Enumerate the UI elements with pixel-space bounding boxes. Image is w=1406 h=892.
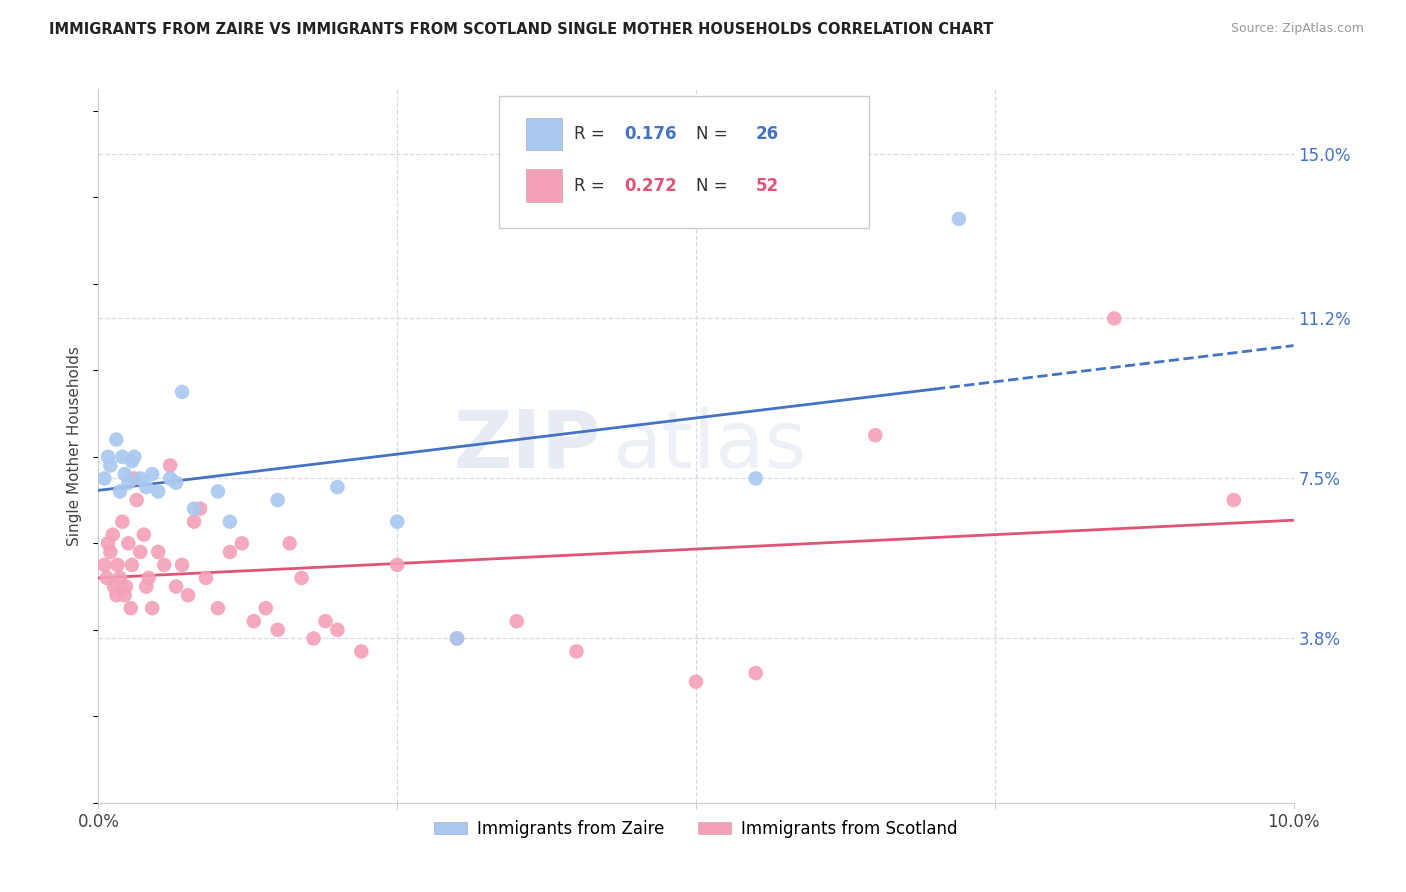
Point: [121, 454, 143, 468]
Point: [120, 601, 142, 615]
Point: [132, 527, 155, 541]
Point: [98, 545, 122, 559]
Text: atlas: atlas: [613, 407, 807, 485]
Point: [183, 515, 205, 529]
Point: [159, 458, 181, 473]
Point: [207, 484, 229, 499]
Point: [93, 471, 115, 485]
Point: [565, 644, 588, 658]
Point: [97, 536, 120, 550]
Point: [114, 588, 136, 602]
Point: [114, 467, 136, 482]
Point: [506, 614, 529, 628]
Point: [141, 467, 163, 482]
Point: [121, 558, 143, 572]
Bar: [526, 169, 562, 202]
Point: [350, 644, 373, 658]
Text: 26: 26: [756, 125, 779, 143]
Point: [177, 588, 200, 602]
Point: [278, 536, 301, 550]
Point: [267, 623, 290, 637]
Bar: [526, 118, 562, 150]
Text: IMMIGRANTS FROM ZAIRE VS IMMIGRANTS FROM SCOTLAND SINGLE MOTHER HOUSEHOLDS CORRE: IMMIGRANTS FROM ZAIRE VS IMMIGRANTS FROM…: [49, 22, 994, 37]
Point: [105, 588, 128, 602]
Point: [148, 484, 170, 499]
Point: [183, 501, 205, 516]
Text: 0.176: 0.176: [624, 125, 676, 143]
Point: [231, 536, 253, 550]
Point: [326, 480, 349, 494]
Point: [101, 527, 124, 541]
FancyBboxPatch shape: [499, 96, 869, 228]
Point: [219, 545, 242, 559]
Point: [385, 558, 409, 572]
Point: [125, 493, 148, 508]
Text: R =: R =: [574, 125, 610, 143]
Text: R =: R =: [574, 177, 610, 194]
Point: [108, 571, 131, 585]
Point: [254, 601, 277, 615]
Text: N =: N =: [696, 177, 733, 194]
Point: [165, 580, 187, 594]
Point: [153, 558, 176, 572]
Point: [108, 484, 131, 499]
Point: [117, 475, 139, 490]
Point: [98, 458, 122, 473]
Point: [96, 571, 118, 585]
Point: [172, 384, 194, 399]
Text: ZIP: ZIP: [453, 407, 600, 485]
Point: [385, 515, 409, 529]
Point: [129, 545, 152, 559]
Point: [124, 471, 146, 485]
Point: [195, 571, 218, 585]
Point: [267, 493, 290, 508]
Point: [315, 614, 337, 628]
Point: [865, 428, 887, 442]
Point: [243, 614, 266, 628]
Point: [1223, 493, 1246, 508]
Point: [948, 211, 970, 226]
Point: [1104, 311, 1126, 326]
Text: 52: 52: [756, 177, 779, 194]
Legend: Immigrants from Zaire, Immigrants from Scotland: Immigrants from Zaire, Immigrants from S…: [427, 814, 965, 845]
Point: [291, 571, 314, 585]
Point: [159, 471, 181, 485]
Point: [105, 433, 128, 447]
Point: [188, 501, 211, 516]
Point: [745, 666, 768, 681]
Point: [135, 480, 157, 494]
Text: N =: N =: [696, 125, 733, 143]
Point: [745, 471, 768, 485]
Point: [97, 450, 120, 464]
Point: [117, 536, 139, 550]
Point: [111, 515, 134, 529]
Point: [446, 632, 468, 646]
Point: [93, 558, 115, 572]
Text: Source: ZipAtlas.com: Source: ZipAtlas.com: [1230, 22, 1364, 36]
Point: [148, 545, 170, 559]
Point: [135, 580, 157, 594]
Point: [219, 515, 242, 529]
Point: [124, 450, 146, 464]
Y-axis label: Single Mother Households: Single Mother Households: [67, 346, 83, 546]
Point: [165, 475, 187, 490]
Point: [207, 601, 229, 615]
Point: [685, 674, 707, 689]
Point: [138, 571, 160, 585]
Point: [111, 450, 134, 464]
Point: [129, 471, 152, 485]
Point: [141, 601, 163, 615]
Point: [172, 558, 194, 572]
Point: [326, 623, 349, 637]
Point: [107, 558, 129, 572]
Point: [302, 632, 325, 646]
Point: [115, 580, 138, 594]
Point: [103, 580, 125, 594]
Point: [446, 632, 468, 646]
Text: 0.272: 0.272: [624, 177, 678, 194]
